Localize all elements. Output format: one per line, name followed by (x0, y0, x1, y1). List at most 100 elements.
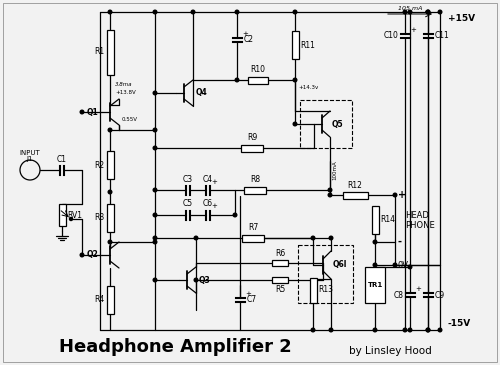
Circle shape (293, 10, 297, 14)
Bar (244, 187, 266, 193)
Circle shape (393, 263, 397, 267)
Circle shape (408, 328, 412, 332)
Text: C3: C3 (183, 174, 193, 184)
Text: TR1: TR1 (368, 282, 382, 288)
Text: HEAD: HEAD (405, 211, 429, 219)
Text: +: + (211, 204, 217, 210)
Text: +: + (211, 178, 217, 184)
Bar (248, 77, 268, 84)
Text: +13.8V: +13.8V (115, 90, 136, 95)
Bar (272, 260, 288, 266)
Circle shape (426, 328, 430, 332)
Text: Headphone Amplifier 2: Headphone Amplifier 2 (58, 338, 292, 356)
Circle shape (194, 236, 198, 240)
Circle shape (153, 236, 157, 240)
Text: J1: J1 (27, 156, 33, 162)
Text: R12: R12 (348, 181, 362, 189)
Text: C11: C11 (434, 31, 449, 41)
Circle shape (153, 10, 157, 14)
Text: R1: R1 (94, 47, 104, 57)
Bar (292, 31, 298, 59)
Circle shape (108, 128, 112, 132)
Circle shape (153, 278, 157, 282)
Bar (106, 286, 114, 314)
Text: Q5: Q5 (332, 119, 344, 128)
Text: +: + (410, 27, 416, 33)
Text: Q2: Q2 (86, 250, 98, 260)
Circle shape (80, 110, 84, 114)
Circle shape (80, 253, 84, 257)
Text: C10: C10 (384, 31, 398, 41)
Circle shape (373, 240, 377, 244)
Text: Q4: Q4 (196, 88, 208, 97)
Circle shape (108, 190, 112, 194)
Circle shape (311, 236, 315, 240)
Bar (106, 204, 114, 232)
Text: R6: R6 (275, 249, 285, 258)
Circle shape (311, 328, 315, 332)
Bar (300, 100, 352, 148)
Bar (106, 30, 114, 74)
Circle shape (108, 240, 112, 244)
Circle shape (191, 10, 195, 14)
Circle shape (153, 128, 157, 132)
Text: R9: R9 (247, 134, 257, 142)
Text: 100mA: 100mA (332, 160, 337, 180)
Text: 0V: 0V (398, 261, 409, 269)
Text: +: + (416, 286, 422, 292)
Circle shape (403, 10, 407, 14)
Text: INPUT: INPUT (20, 150, 40, 156)
Circle shape (235, 10, 239, 14)
Text: +15V: +15V (448, 14, 475, 23)
Circle shape (426, 10, 430, 14)
Bar (310, 277, 316, 303)
Circle shape (329, 236, 333, 240)
Circle shape (108, 10, 112, 14)
Text: R10: R10 (250, 65, 266, 74)
Text: C1: C1 (57, 154, 67, 164)
Circle shape (153, 146, 157, 150)
Text: 3.8ma: 3.8ma (115, 82, 132, 87)
Circle shape (438, 10, 442, 14)
Text: C4: C4 (203, 174, 213, 184)
Text: 0.55V: 0.55V (122, 117, 138, 122)
Text: +: + (242, 31, 248, 37)
Text: RV1: RV1 (68, 211, 82, 219)
Circle shape (329, 328, 333, 332)
Text: R7: R7 (248, 223, 258, 233)
Text: Q3: Q3 (199, 276, 211, 284)
Text: R2: R2 (94, 161, 104, 169)
Bar (272, 277, 288, 283)
Text: 105 mA: 105 mA (398, 6, 422, 11)
Bar (365, 267, 385, 303)
Bar (342, 192, 367, 199)
Text: R14: R14 (380, 215, 396, 224)
Text: -: - (398, 237, 402, 247)
Circle shape (70, 218, 72, 220)
Text: PHONE: PHONE (405, 220, 435, 230)
Text: C7: C7 (246, 296, 256, 304)
Bar (298, 245, 353, 303)
Circle shape (194, 278, 198, 282)
Circle shape (153, 240, 157, 244)
Circle shape (393, 193, 397, 197)
Circle shape (328, 193, 332, 197)
Text: C2: C2 (244, 35, 254, 45)
Text: -15V: -15V (448, 319, 471, 328)
Text: +14.3v: +14.3v (298, 85, 318, 90)
Text: +: + (398, 190, 406, 200)
Circle shape (293, 122, 297, 126)
Circle shape (438, 328, 442, 332)
Circle shape (293, 78, 297, 82)
Text: R8: R8 (250, 176, 260, 184)
Bar (106, 151, 114, 179)
Text: by Linsley Hood: by Linsley Hood (348, 346, 432, 356)
Bar (241, 145, 263, 151)
Circle shape (408, 10, 412, 14)
Text: Q1: Q1 (86, 108, 98, 116)
Text: R3: R3 (94, 214, 104, 223)
Circle shape (233, 213, 237, 217)
Circle shape (373, 328, 377, 332)
Bar (242, 234, 264, 242)
Circle shape (408, 265, 412, 269)
